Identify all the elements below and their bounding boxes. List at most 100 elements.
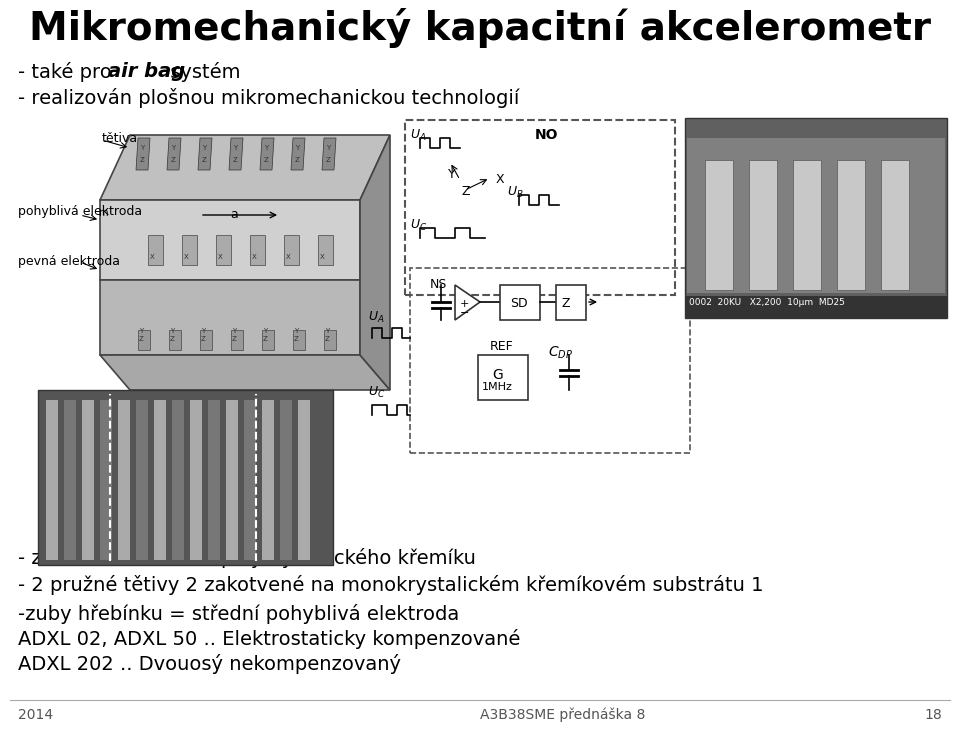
Text: Z: Z — [295, 157, 300, 163]
Bar — [298, 400, 310, 560]
Text: G: G — [492, 368, 503, 382]
Bar — [250, 235, 265, 265]
Text: −: − — [460, 308, 469, 318]
Text: X: X — [218, 254, 223, 260]
Text: Z: Z — [325, 336, 330, 342]
Text: $U_A$: $U_A$ — [368, 310, 385, 325]
Text: Y: Y — [201, 328, 205, 334]
Bar — [705, 160, 733, 290]
Text: Y: Y — [294, 328, 299, 334]
Bar — [208, 400, 220, 560]
Bar — [324, 330, 336, 350]
Polygon shape — [100, 280, 360, 355]
Text: ADXL 202 .. Dvouosý nekompenzovaný: ADXL 202 .. Dvouosý nekompenzovaný — [18, 654, 401, 674]
Text: Y: Y — [139, 328, 143, 334]
Text: Z: Z — [263, 336, 268, 342]
Text: Si substrát: Si substrát — [148, 393, 215, 406]
Bar — [284, 235, 299, 265]
Text: Z: Z — [232, 336, 237, 342]
Text: Y: Y — [140, 145, 144, 151]
Bar — [82, 400, 94, 560]
Bar — [148, 235, 163, 265]
Bar — [749, 160, 777, 290]
Text: Y: Y — [448, 168, 456, 181]
Bar — [262, 400, 274, 560]
Text: Z: Z — [202, 157, 206, 163]
Text: pevná elektroda: pevná elektroda — [18, 255, 120, 268]
Text: SD: SD — [510, 297, 528, 310]
Bar — [226, 400, 238, 560]
Polygon shape — [322, 138, 336, 170]
Polygon shape — [229, 138, 243, 170]
Text: Y: Y — [326, 145, 330, 151]
Text: A3B38SME přednáška 8: A3B38SME přednáška 8 — [480, 708, 645, 723]
Bar — [182, 235, 197, 265]
Bar — [46, 400, 58, 560]
Text: Y: Y — [233, 145, 237, 151]
Bar — [190, 400, 202, 560]
Text: 0002  20KU   X2,200  10μm  MD25: 0002 20KU X2,200 10μm MD25 — [689, 298, 845, 307]
Polygon shape — [100, 200, 360, 280]
Text: REF: REF — [490, 340, 514, 353]
Text: Z: Z — [201, 336, 205, 342]
Text: Z: Z — [170, 336, 175, 342]
Text: Z: Z — [326, 157, 331, 163]
Text: Y: Y — [263, 328, 267, 334]
Bar — [685, 118, 947, 318]
Bar — [138, 330, 150, 350]
Bar — [318, 235, 333, 265]
Bar — [478, 355, 528, 400]
Text: Mikromechanický kapacitní akcelerometr: Mikromechanický kapacitní akcelerometr — [29, 8, 931, 48]
Bar — [685, 296, 947, 318]
Text: $U_B$: $U_B$ — [507, 185, 523, 200]
Bar — [100, 400, 112, 560]
Polygon shape — [260, 138, 274, 170]
Bar — [881, 160, 909, 290]
Text: air bag: air bag — [108, 62, 185, 81]
Bar — [231, 330, 243, 350]
Bar — [118, 400, 130, 560]
Bar — [262, 330, 274, 350]
Bar — [200, 330, 212, 350]
Text: ADXL 02, ADXL 50 .. Elektrostaticky kompenzované: ADXL 02, ADXL 50 .. Elektrostaticky komp… — [18, 629, 520, 649]
Text: m: m — [98, 208, 108, 218]
Text: - základ – destička z polykrystalického křemíku: - základ – destička z polykrystalického … — [18, 548, 476, 568]
Text: Z: Z — [233, 157, 238, 163]
Text: Y: Y — [264, 145, 268, 151]
Text: NS: NS — [430, 278, 447, 291]
Text: X: X — [496, 173, 505, 186]
Text: Z: Z — [171, 157, 176, 163]
Text: systém: systém — [164, 62, 241, 82]
Text: - realizován plošnou mikromechanickou technologií: - realizován plošnou mikromechanickou te… — [18, 88, 519, 108]
Bar — [154, 400, 166, 560]
Bar — [293, 330, 305, 350]
Text: Y: Y — [171, 145, 176, 151]
Polygon shape — [100, 135, 390, 200]
Bar — [64, 400, 76, 560]
Text: $U_A$: $U_A$ — [410, 128, 426, 143]
Text: Y: Y — [202, 145, 206, 151]
Bar — [793, 160, 821, 290]
Text: X: X — [286, 254, 291, 260]
Text: -zuby hřebínku = střední pohyblivá elektroda: -zuby hřebínku = střední pohyblivá elekt… — [18, 604, 459, 624]
Text: Y: Y — [295, 145, 300, 151]
Bar — [216, 235, 231, 265]
Bar — [837, 160, 865, 290]
Text: $U_C$: $U_C$ — [368, 385, 385, 400]
Text: $C_{DP}$: $C_{DP}$ — [548, 345, 573, 361]
Text: X: X — [184, 254, 189, 260]
Text: Z: Z — [562, 297, 570, 310]
Text: Z: Z — [139, 336, 144, 342]
Text: Y: Y — [325, 328, 329, 334]
Text: Z: Z — [264, 157, 269, 163]
Bar — [500, 285, 540, 320]
Text: 18: 18 — [924, 708, 942, 722]
Text: Z: Z — [462, 185, 470, 198]
Bar — [169, 330, 181, 350]
Text: Z: Z — [140, 157, 145, 163]
Text: X: X — [150, 254, 155, 260]
Text: 1MHz: 1MHz — [482, 382, 513, 392]
Polygon shape — [100, 355, 390, 390]
Polygon shape — [291, 138, 305, 170]
Polygon shape — [167, 138, 181, 170]
